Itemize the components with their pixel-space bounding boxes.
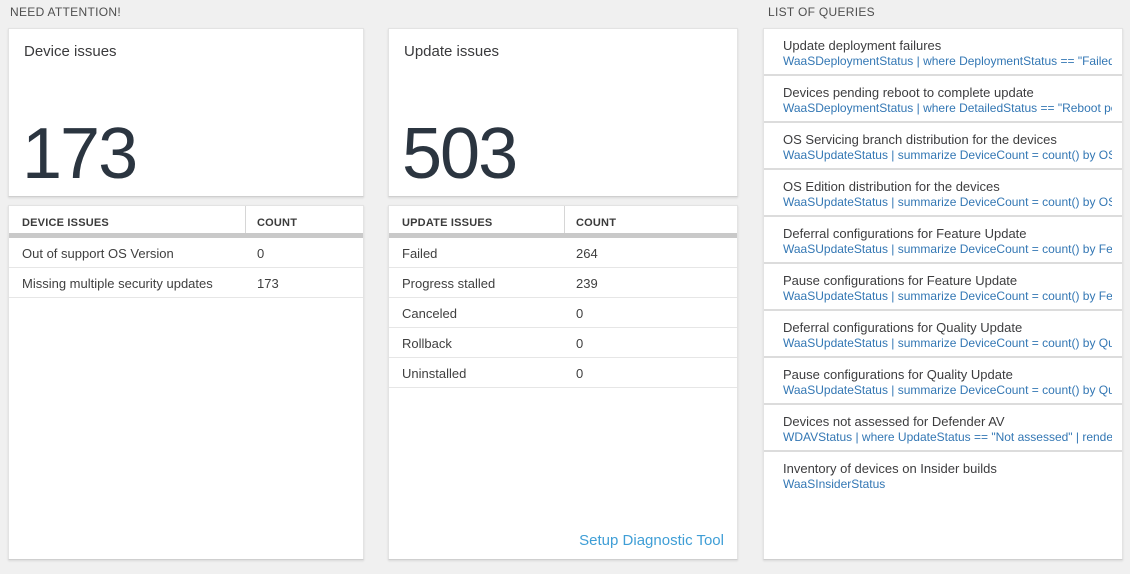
query-code: WaaSUpdateStatus | summarize DeviceCount… <box>783 289 1112 303</box>
update-issues-tile[interactable]: Update issues 503 <box>388 28 738 197</box>
setup-diagnostic-tool-link[interactable]: Setup Diagnostic Tool <box>579 532 724 549</box>
device-table-header-issues: DEVICE ISSUES <box>22 217 109 229</box>
device-issues-count: 173 <box>22 114 138 194</box>
query-item[interactable]: Devices pending reboot to complete updat… <box>764 76 1122 123</box>
issue-count: 173 <box>257 276 279 291</box>
query-item[interactable]: OS Servicing branch distribution for the… <box>764 123 1122 170</box>
device-issues-table: DEVICE ISSUES COUNT Out of support OS Ve… <box>8 205 364 560</box>
query-code: WaaSDeploymentStatus | where DetailedSta… <box>783 101 1112 115</box>
need-attention-label: NEED ATTENTION! <box>10 5 121 19</box>
table-row[interactable]: Progress stalled 239 <box>389 268 737 298</box>
issue-label: Uninstalled <box>402 366 467 381</box>
issue-label: Missing multiple security updates <box>22 276 213 291</box>
query-item[interactable]: Pause configurations for Feature Update … <box>764 264 1122 311</box>
device-issues-title: Device issues <box>24 43 117 60</box>
query-item[interactable]: Deferral configurations for Feature Upda… <box>764 217 1122 264</box>
query-title: Deferral configurations for Feature Upda… <box>783 226 1027 241</box>
query-title: Pause configurations for Feature Update <box>783 273 1018 288</box>
column-divider <box>564 206 565 233</box>
update-issues-count: 503 <box>402 114 518 194</box>
issue-count: 264 <box>576 246 598 261</box>
issue-label: Progress stalled <box>402 276 496 291</box>
table-row[interactable]: Uninstalled 0 <box>389 358 737 388</box>
device-issues-tile[interactable]: Device issues 173 <box>8 28 364 197</box>
query-list-panel: Update deployment failures WaaSDeploymen… <box>763 28 1123 560</box>
query-title: OS Edition distribution for the devices <box>783 179 1000 194</box>
query-title: Devices pending reboot to complete updat… <box>783 85 1034 100</box>
column-divider <box>245 206 246 233</box>
query-item[interactable]: Update deployment failures WaaSDeploymen… <box>764 29 1122 76</box>
issue-count: 0 <box>576 366 584 381</box>
update-table-header: UPDATE ISSUES COUNT <box>389 206 737 238</box>
query-item[interactable]: OS Edition distribution for the devices … <box>764 170 1122 217</box>
device-table-header: DEVICE ISSUES COUNT <box>9 206 363 238</box>
query-code: WaaSUpdateStatus | summarize DeviceCount… <box>783 195 1112 209</box>
query-code: WaaSUpdateStatus | summarize DeviceCount… <box>783 242 1112 256</box>
issue-label: Canceled <box>402 306 457 321</box>
query-item[interactable]: Inventory of devices on Insider builds W… <box>764 452 1122 499</box>
list-of-queries-label: LIST OF QUERIES <box>768 5 875 19</box>
query-title: Deferral configurations for Quality Upda… <box>783 320 1023 335</box>
table-row[interactable]: Failed 264 <box>389 238 737 268</box>
query-code: WaaSDeploymentStatus | where DeploymentS… <box>783 54 1112 68</box>
query-code: WDAVStatus | where UpdateStatus == "Not … <box>783 430 1112 444</box>
update-issues-table: UPDATE ISSUES COUNT Failed 264 Progress … <box>388 205 738 560</box>
issue-count: 0 <box>576 336 584 351</box>
query-title: Update deployment failures <box>783 38 942 53</box>
issue-count: 239 <box>576 276 598 291</box>
query-item[interactable]: Pause configurations for Quality Update … <box>764 358 1122 405</box>
table-row[interactable]: Out of support OS Version 0 <box>9 238 363 268</box>
issue-label: Failed <box>402 246 438 261</box>
issue-count: 0 <box>576 306 584 321</box>
issue-label: Rollback <box>402 336 452 351</box>
query-title: Devices not assessed for Defender AV <box>783 414 1005 429</box>
query-item[interactable]: Deferral configurations for Quality Upda… <box>764 311 1122 358</box>
device-table-header-count: COUNT <box>257 217 298 229</box>
query-title: Pause configurations for Quality Update <box>783 367 1013 382</box>
issue-count: 0 <box>257 246 265 261</box>
query-code: WaaSUpdateStatus | summarize DeviceCount… <box>783 336 1112 350</box>
query-code: WaaSInsiderStatus <box>783 477 886 491</box>
query-title: OS Servicing branch distribution for the… <box>783 132 1057 147</box>
query-item[interactable]: Devices not assessed for Defender AV WDA… <box>764 405 1122 452</box>
table-row[interactable]: Missing multiple security updates 173 <box>9 268 363 298</box>
update-table-header-count: COUNT <box>576 217 617 229</box>
query-code: WaaSUpdateStatus | summarize DeviceCount… <box>783 148 1112 162</box>
update-table-header-issues: UPDATE ISSUES <box>402 217 493 229</box>
update-issues-title: Update issues <box>404 43 500 60</box>
issue-label: Out of support OS Version <box>22 246 174 261</box>
query-code: WaaSUpdateStatus | summarize DeviceCount… <box>783 383 1112 397</box>
table-row[interactable]: Rollback 0 <box>389 328 737 358</box>
query-title: Inventory of devices on Insider builds <box>783 461 997 476</box>
table-row[interactable]: Canceled 0 <box>389 298 737 328</box>
